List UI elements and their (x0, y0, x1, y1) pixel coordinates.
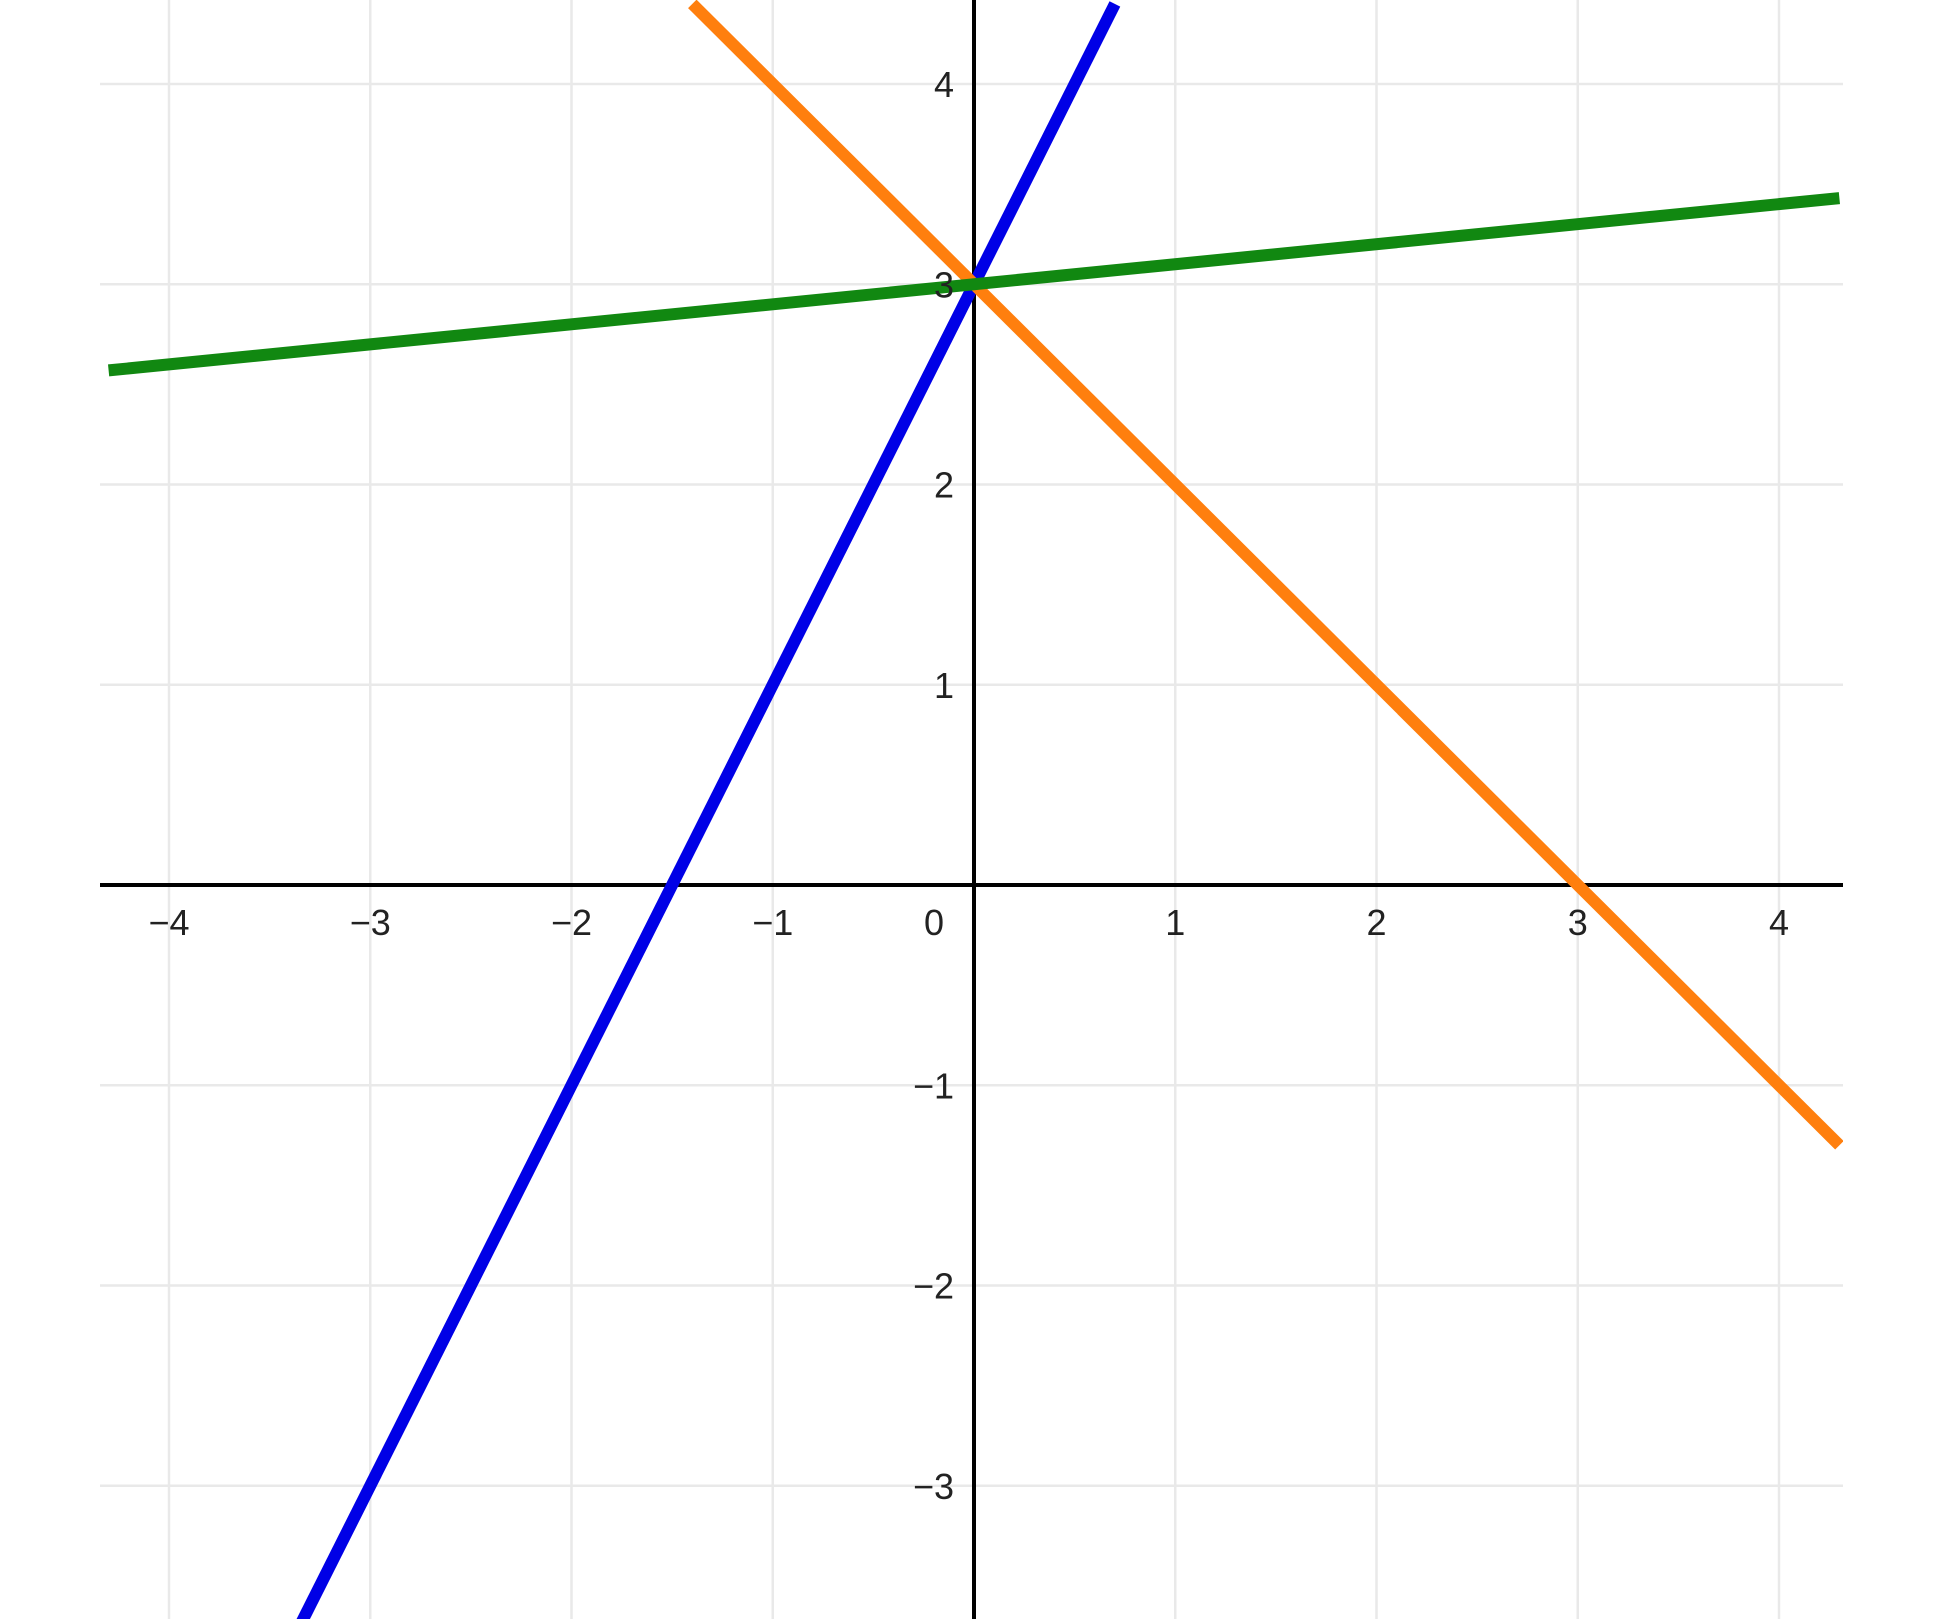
x-tick-label: 2 (1366, 902, 1386, 943)
tick-labels: −4 −3 −2 −1 0 1 2 3 4 −3 −2 −1 1 2 3 4 (148, 64, 1789, 1507)
axes (100, 0, 1843, 1619)
y-tick-label: 4 (934, 64, 954, 105)
x-tick-label: 0 (924, 902, 944, 943)
series-line-1 (688, 0, 1843, 1150)
x-tick-label: 1 (1165, 902, 1185, 943)
x-tick-label: −3 (350, 902, 391, 943)
y-tick-label: −3 (913, 1466, 954, 1507)
y-tick-label: 3 (934, 264, 954, 305)
series-line-2 (108, 192, 1840, 377)
x-tick-label: −4 (148, 902, 189, 943)
grid (100, 0, 1843, 1619)
series-group (108, 0, 1843, 1619)
x-tick-label: −2 (551, 902, 592, 943)
y-tick-label: −2 (913, 1266, 954, 1307)
x-tick-label: 3 (1568, 902, 1588, 943)
x-tick-label: 4 (1769, 902, 1789, 943)
y-tick-label: 2 (934, 465, 954, 506)
series-line-0 (296, 1, 1121, 1619)
y-tick-label: 1 (934, 665, 954, 706)
x-tick-label: −1 (752, 902, 793, 943)
y-tick-label: −1 (913, 1065, 954, 1106)
